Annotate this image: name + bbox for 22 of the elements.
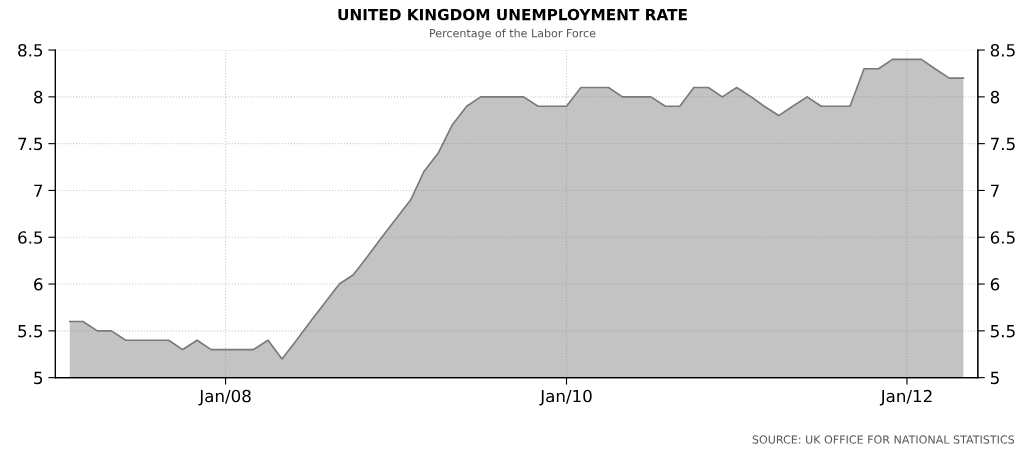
chart-subtitle: Percentage of the Labor Force <box>430 28 596 40</box>
y-tick-label: 7 <box>34 184 43 197</box>
x-tick-label: Jan/10 <box>539 389 592 406</box>
y-tick-label: 7.5 <box>18 137 43 151</box>
y2-tick-label: 7.5 <box>991 137 1015 151</box>
y2-tick-label: 8.5 <box>990 44 1015 57</box>
source-note: SOURCE: UK OFFICE FOR NATIONAL STATISTICS <box>752 435 1015 444</box>
y-tick-label: 5.5 <box>18 325 43 338</box>
y2-tick-label: 6.5 <box>990 231 1015 244</box>
x-tick-label: Jan/08 <box>198 389 251 406</box>
y-tick-label: 8 <box>34 90 43 104</box>
x-tick-label: Jan/12 <box>879 389 932 406</box>
y2-tick-label: 5 <box>990 371 999 385</box>
y-tick-label: 5 <box>34 371 43 385</box>
y2-tick-label: 6 <box>990 278 1000 291</box>
y-tick-label: 6.5 <box>18 231 43 244</box>
y2-tick-label: 5.5 <box>990 325 1015 338</box>
y-tick-label: 6 <box>34 278 43 291</box>
y2-tick-label: 8 <box>990 90 1000 104</box>
y2-tick-label: 7 <box>991 184 999 197</box>
y-tick-label: 8.5 <box>18 44 43 57</box>
chart-title: UNITED KINGDOM UNEMPLOYMENT RATE <box>338 8 687 21</box>
